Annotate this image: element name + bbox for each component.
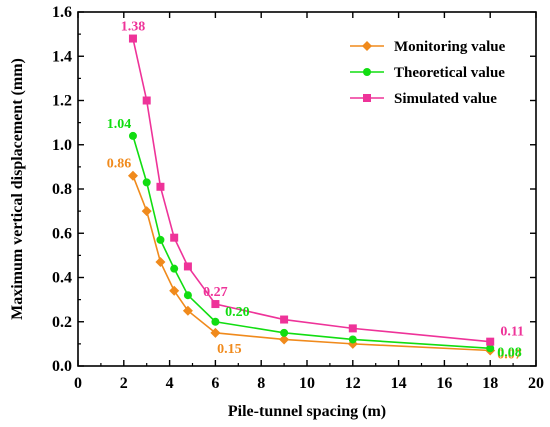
y-tick-label: 0.0 bbox=[52, 358, 72, 375]
y-tick-label: 1.0 bbox=[52, 137, 72, 154]
data-point bbox=[155, 257, 166, 268]
data-point bbox=[170, 264, 179, 273]
data-point bbox=[169, 285, 180, 296]
legend-entry: Theoretical value bbox=[350, 65, 505, 81]
x-tick-label: 18 bbox=[482, 375, 498, 392]
x-tick-label: 14 bbox=[391, 375, 407, 392]
data-point bbox=[156, 235, 165, 244]
data-point bbox=[280, 328, 289, 337]
y-tick-label: 1.4 bbox=[52, 48, 72, 65]
y-tick-label: 0.8 bbox=[52, 181, 72, 198]
data-point bbox=[182, 305, 193, 316]
x-tick-label: 10 bbox=[299, 375, 315, 392]
x-tick-label: 16 bbox=[436, 375, 452, 392]
data-point bbox=[141, 206, 152, 217]
data-point bbox=[211, 300, 220, 309]
data-point bbox=[183, 262, 192, 271]
data-point bbox=[170, 233, 179, 242]
data-label: 0.08 bbox=[497, 345, 522, 360]
data-label: 0.27 bbox=[203, 285, 228, 300]
series-layer bbox=[127, 34, 496, 356]
x-tick-label: 12 bbox=[345, 375, 361, 392]
data-point bbox=[183, 291, 192, 300]
series-monitoring-value bbox=[127, 170, 496, 356]
data-point bbox=[142, 178, 151, 187]
data-point bbox=[348, 335, 357, 344]
data-point bbox=[486, 337, 495, 346]
data-point bbox=[279, 334, 290, 345]
series-theoretical-value bbox=[128, 131, 495, 353]
legend: Monitoring value Theoretical value Simulat… bbox=[350, 39, 506, 107]
data-point bbox=[127, 170, 138, 181]
data-point bbox=[128, 131, 137, 140]
data-label: 0.20 bbox=[225, 305, 250, 320]
y-tick-label: 1.6 bbox=[52, 4, 72, 21]
legend-marker bbox=[363, 68, 371, 76]
y-tick-label: 1.2 bbox=[52, 93, 72, 110]
series-line bbox=[132, 135, 491, 350]
legend-marker bbox=[363, 94, 371, 102]
data-label: 0.07 bbox=[497, 348, 522, 363]
data-point bbox=[211, 317, 220, 326]
data-labels: 0.86 0.15 0.07 1.04 0.20 0.08 1.38 0.27 0.11 bbox=[107, 20, 524, 363]
data-point bbox=[486, 344, 495, 353]
x-tick-label: 8 bbox=[257, 375, 265, 392]
data-point bbox=[128, 34, 137, 43]
legend-label: Monitoring value bbox=[394, 39, 506, 55]
data-point bbox=[348, 324, 357, 333]
data-point bbox=[142, 96, 151, 105]
data-point bbox=[156, 182, 165, 191]
data-label: 0.86 bbox=[107, 157, 132, 172]
data-point bbox=[280, 315, 289, 324]
legend-label: Theoretical value bbox=[394, 65, 505, 81]
axes: 0 2 4 6 8 10 12 14 16 18 20 0.0 0.2 0.4 0.6 0.8 1.0 1.2 1.… bbox=[9, 4, 544, 420]
x-tick-label: 0 bbox=[74, 375, 82, 392]
x-tick-label: 2 bbox=[120, 375, 128, 392]
data-label: 0.15 bbox=[217, 342, 242, 357]
legend-label: Simulated value bbox=[394, 91, 497, 107]
data-label: 1.38 bbox=[121, 20, 146, 35]
y-tick-label: 0.6 bbox=[52, 225, 72, 242]
data-point bbox=[210, 327, 221, 338]
series-simulated-value bbox=[128, 34, 495, 346]
data-label: 1.04 bbox=[107, 117, 132, 132]
data-label: 0.11 bbox=[500, 325, 524, 340]
y-tick-label: 0.2 bbox=[52, 314, 72, 331]
x-axis-title: Pile-tunnel spacing (m) bbox=[228, 403, 386, 420]
x-tick-label: 4 bbox=[166, 375, 174, 392]
legend-marker bbox=[362, 41, 372, 51]
y-axis-title: Maximum vertical displacement (mm) bbox=[9, 58, 26, 320]
y-tick-label: 0.4 bbox=[52, 270, 72, 287]
legend-entry: Simulated value bbox=[350, 91, 497, 107]
x-tick-label: 20 bbox=[528, 375, 544, 392]
legend-entry: Monitoring value bbox=[350, 39, 506, 55]
x-tick-label: 6 bbox=[211, 375, 219, 392]
